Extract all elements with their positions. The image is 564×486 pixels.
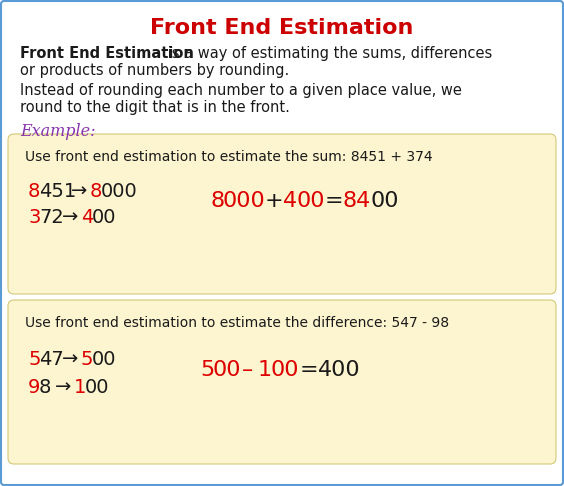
Text: is a way of estimating the sums, differences: is a way of estimating the sums, differe…: [163, 46, 492, 61]
Text: 00: 00: [370, 191, 399, 211]
Text: 3: 3: [28, 208, 41, 227]
Text: 8: 8: [39, 378, 51, 397]
Text: 1: 1: [258, 360, 272, 380]
Text: 8: 8: [210, 191, 224, 211]
Text: 00: 00: [85, 378, 109, 397]
Text: 00: 00: [296, 191, 324, 211]
Text: 8: 8: [28, 182, 41, 201]
Text: =: =: [300, 360, 319, 380]
Text: 00: 00: [213, 360, 241, 380]
Text: 00: 00: [92, 350, 117, 369]
Text: 000: 000: [223, 191, 266, 211]
Text: 5: 5: [28, 350, 41, 369]
Text: round to the digit that is in the front.: round to the digit that is in the front.: [20, 100, 290, 115]
Text: →: →: [71, 182, 87, 201]
Text: 84: 84: [343, 191, 371, 211]
Text: +: +: [265, 191, 284, 211]
Text: –: –: [242, 360, 253, 380]
Text: =: =: [325, 191, 343, 211]
Text: →: →: [62, 208, 78, 227]
Text: 451: 451: [39, 182, 76, 201]
Text: Front End Estimation: Front End Estimation: [151, 18, 413, 38]
Text: 9: 9: [28, 378, 41, 397]
Text: →: →: [55, 378, 72, 397]
Text: 4: 4: [81, 208, 94, 227]
Text: →: →: [62, 350, 78, 369]
Text: Use front end estimation to estimate the difference: 547 - 98: Use front end estimation to estimate the…: [25, 316, 449, 330]
Text: 1: 1: [74, 378, 86, 397]
Text: 47: 47: [39, 350, 64, 369]
Text: 00: 00: [92, 208, 117, 227]
Text: Use front end estimation to estimate the sum: 8451 + 374: Use front end estimation to estimate the…: [25, 150, 433, 164]
Text: or products of numbers by rounding.: or products of numbers by rounding.: [20, 63, 289, 78]
Text: 72: 72: [39, 208, 64, 227]
Text: Example:: Example:: [20, 123, 95, 140]
Text: 400: 400: [318, 360, 360, 380]
Text: 8: 8: [90, 182, 103, 201]
Text: 5: 5: [200, 360, 214, 380]
FancyBboxPatch shape: [8, 134, 556, 294]
FancyBboxPatch shape: [8, 300, 556, 464]
Text: 5: 5: [81, 350, 94, 369]
Text: Front End Estimation: Front End Estimation: [20, 46, 194, 61]
Text: 00: 00: [270, 360, 298, 380]
Text: 000: 000: [101, 182, 138, 201]
Text: 4: 4: [283, 191, 297, 211]
Text: Instead of rounding each number to a given place value, we: Instead of rounding each number to a giv…: [20, 83, 462, 98]
